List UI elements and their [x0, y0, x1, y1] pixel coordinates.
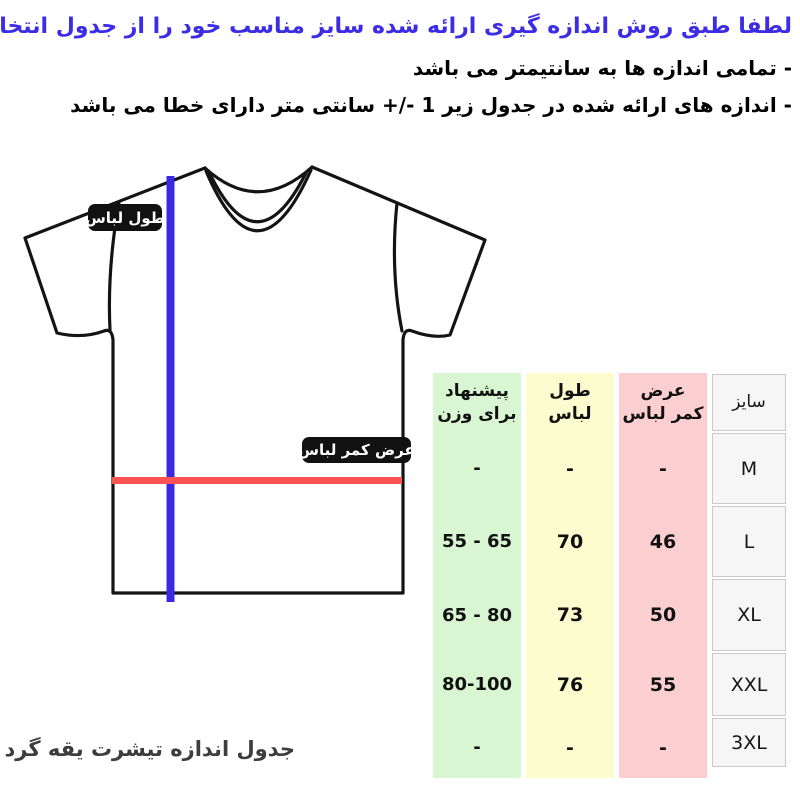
- weight-cell-xxl: 80-100: [433, 652, 521, 717]
- waist-column-header: عرض کمر لباس: [619, 373, 707, 432]
- weight-column-header: پیشنهاد برای وزن: [433, 373, 521, 432]
- waist-label: عرض کمر لباس: [298, 437, 415, 463]
- waist-cell-m: -: [619, 432, 707, 505]
- table-caption: جدول اندازه تیشرت یقه گرد: [4, 737, 295, 761]
- size-table: سایز M L XL XXL 3XL عرض کمر لباس - 46 50…: [433, 373, 786, 778]
- weight-cell-m: -: [433, 432, 521, 505]
- size-cell-xl: XL: [712, 579, 786, 651]
- collar-top-arc: [203, 165, 314, 194]
- tshirt-diagram: [23, 165, 487, 602]
- length-cell-xxl: 76: [526, 652, 614, 717]
- waist-cell-xl: 50: [619, 578, 707, 652]
- length-cell-l: 70: [526, 505, 614, 578]
- length-label: طول لباس: [85, 204, 165, 231]
- size-cell-3xl: 3XL: [712, 718, 786, 767]
- waist-cell-xxl: 55: [619, 652, 707, 717]
- size-cell-m: M: [712, 433, 786, 504]
- size-cell-xxl: XXL: [712, 653, 786, 716]
- length-measure-line: [166, 176, 175, 602]
- weight-cell-xl: 65 - 80: [433, 578, 521, 652]
- length-cell-m: -: [526, 432, 614, 505]
- bullet-tolerance: - اندازه های ارائه شده در جدول زیر ⁦+/- …: [70, 93, 792, 117]
- length-cell-3xl: -: [526, 717, 614, 778]
- size-cell-l: L: [712, 506, 786, 577]
- right-armhole-seam: [392, 201, 404, 333]
- notice-text: لطفا طبق روش اندازه گیری ارائه شده سایز …: [0, 14, 792, 39]
- collar-outer-arc: [204, 168, 313, 233]
- bullet-units: - تمامی اندازه ها به سانتیمتر می باشد: [412, 56, 792, 80]
- weight-cell-3xl: -: [433, 717, 521, 778]
- size-column-header: سایز: [712, 374, 786, 431]
- collar-inner-arc: [208, 171, 308, 224]
- weight-cell-l: 55 - 65: [433, 505, 521, 578]
- length-cell-xl: 73: [526, 578, 614, 652]
- waist-cell-3xl: -: [619, 717, 707, 778]
- waist-cell-l: 46: [619, 505, 707, 578]
- length-column-header: طول لباس: [526, 373, 614, 432]
- waist-measure-line: [112, 477, 402, 484]
- tshirt-outline: [23, 165, 487, 595]
